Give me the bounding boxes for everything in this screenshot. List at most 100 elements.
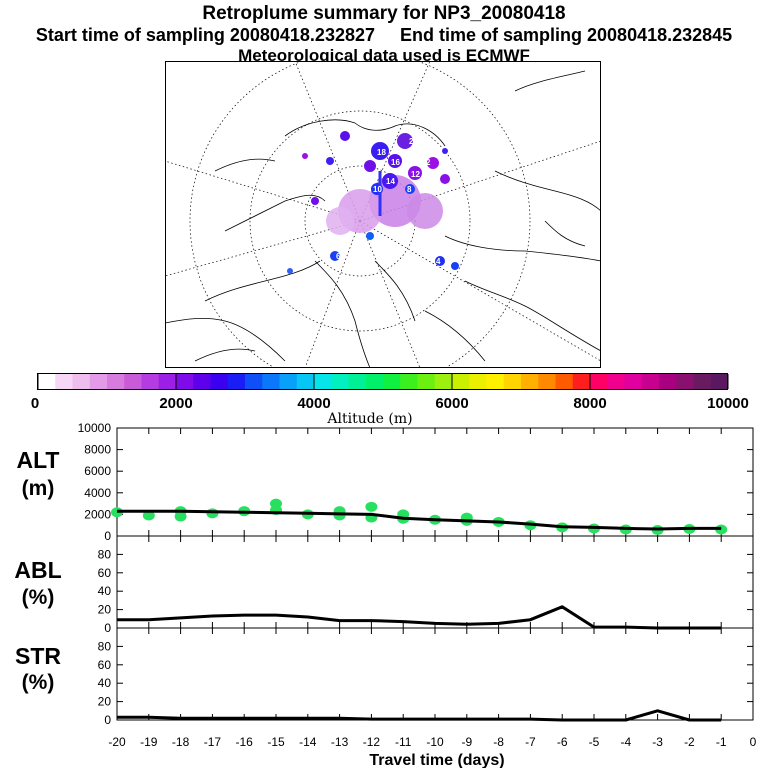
x-tick-label: -12	[363, 735, 381, 749]
y-tick-label: 6000	[84, 464, 111, 478]
svg-text:12: 12	[411, 170, 420, 179]
colorbar-tick-label: 4000	[297, 395, 330, 412]
map-time-labels: 20 18 16 14 12 10 8 6 4 2	[336, 137, 441, 266]
x-tick-label: -14	[299, 735, 317, 749]
x-tick-label: -8	[493, 735, 504, 749]
colorbar-ticks: 0 2000 4000 6000 8000 10000	[31, 374, 749, 412]
x-tick-label: -11	[395, 735, 412, 749]
panel-label: ABL	[14, 557, 61, 583]
colorbar-cell	[365, 374, 384, 389]
svg-text:6: 6	[336, 252, 341, 261]
x-tick-label: -19	[140, 735, 158, 749]
svg-text:18: 18	[377, 148, 386, 157]
colorbar-cell	[331, 374, 349, 389]
colorbar-cell	[676, 374, 694, 389]
altitude-point	[206, 508, 219, 519]
x-tick-label: -20	[108, 735, 126, 749]
colorbar-cell	[176, 374, 194, 389]
colorbar-cell	[607, 374, 625, 389]
y-tick-label: 0	[104, 621, 111, 635]
x-tick-label: -18	[172, 735, 190, 749]
y-tick-label: 60	[98, 566, 112, 580]
colorbar-cell	[107, 374, 125, 389]
svg-text:4: 4	[436, 257, 441, 266]
colorbar-cell	[417, 374, 436, 389]
colorbar-cell	[141, 374, 160, 389]
colorbar-tick-label: 2000	[159, 395, 192, 412]
colorbar-cell	[659, 374, 677, 389]
x-tick-label: -3	[652, 735, 663, 749]
panel-label: STR	[15, 643, 61, 669]
x-tick-label: -10	[426, 735, 444, 749]
polar-map: 20 18 16 14 12 10 8 6 4 2	[165, 61, 601, 368]
coastlines	[165, 70, 601, 368]
series-line-abl	[117, 605, 722, 630]
colorbar-cell	[590, 374, 608, 389]
met-data-label: Meteorological data used is ECMWF	[238, 46, 530, 65]
panel-label: ALT	[16, 447, 59, 473]
colorbar-cell	[124, 374, 142, 389]
colorbar-cells	[38, 374, 729, 389]
y-tick-label: 2000	[84, 507, 111, 521]
colorbar-cell	[193, 374, 211, 389]
y-tick-label: 10000	[78, 421, 112, 435]
x-axis-label: Travel time (days)	[369, 752, 504, 768]
svg-text:8: 8	[407, 185, 412, 194]
panel-unit: (m)	[22, 477, 55, 500]
x-tick-label: -2	[684, 735, 695, 749]
x-tick-label: -1	[716, 735, 727, 749]
colorbar-cell	[314, 374, 332, 389]
altitude-colorbar: 0 2000 4000 6000 8000 10000 Altitude (m)	[31, 373, 749, 427]
y-tick-label: 0	[104, 529, 111, 543]
y-tick-label: 0	[104, 713, 111, 727]
altitude-point	[270, 498, 282, 509]
panel-alt: 0 2000 4000 6000 8000 10000 ALT (m)	[16, 421, 754, 543]
colorbar-cell	[521, 374, 539, 389]
colorbar-cell	[452, 374, 470, 389]
colorbar-cell	[693, 374, 712, 389]
colorbar-cell	[469, 374, 487, 389]
x-tick-label: -17	[204, 735, 222, 749]
y-tick-label: 4000	[84, 486, 111, 500]
y-tick-label: 20	[98, 695, 112, 709]
svg-text:2: 2	[426, 158, 431, 167]
colorbar-cell	[710, 374, 729, 389]
svg-text:16: 16	[391, 158, 400, 167]
altitude-point	[333, 510, 346, 521]
colorbar-cell	[296, 374, 315, 389]
y-tick-label: 8000	[84, 443, 111, 457]
colorbar-cell	[624, 374, 643, 389]
colorbar-cell	[434, 374, 453, 389]
panel-frame	[116, 535, 754, 629]
page-title: Retroplume summary for NP3_20080418	[202, 3, 566, 24]
y-tick-label: 80	[98, 547, 112, 561]
panel-abl: 0 20 40 60 80 ABL (%)	[14, 535, 754, 635]
colorbar-cell	[89, 374, 108, 389]
start-time-label: Start time of sampling 20080418.232827	[35, 25, 375, 45]
colorbar-cell	[262, 374, 280, 389]
y-tick-label: 80	[98, 639, 112, 653]
x-axis: -20 -19 -18 -17 -16 -15 -14 -13 -12 -11 -10 -9 -8 -7-…	[108, 735, 756, 749]
colorbar-cell	[72, 374, 91, 389]
x-tick-label: -5	[589, 735, 600, 749]
y-tick-label: 60	[98, 658, 112, 672]
colorbar-cell	[383, 374, 401, 389]
svg-text:10: 10	[373, 185, 382, 194]
colorbar-cell	[210, 374, 229, 389]
panel-unit: (%)	[22, 586, 55, 609]
y-tick-label: 40	[98, 584, 112, 598]
colorbar-cell	[538, 374, 556, 389]
y-tick-label: 20	[98, 603, 112, 617]
colorbar-cell	[38, 374, 56, 389]
altitude-point	[174, 511, 187, 522]
altitude-point	[365, 501, 378, 512]
trajectory-plume	[287, 131, 459, 274]
panel-str: 0 20 40 60 80 STR(%)	[15, 627, 754, 727]
colorbar-cell	[348, 374, 367, 389]
svg-text:20: 20	[409, 137, 418, 146]
sampling-times: Start time of sampling 20080418.232827 E…	[0, 25, 768, 45]
y-tick-label: 40	[98, 676, 112, 690]
colorbar-cell	[555, 374, 574, 389]
series-line-alt	[117, 509, 722, 531]
altitude-point	[142, 510, 155, 521]
